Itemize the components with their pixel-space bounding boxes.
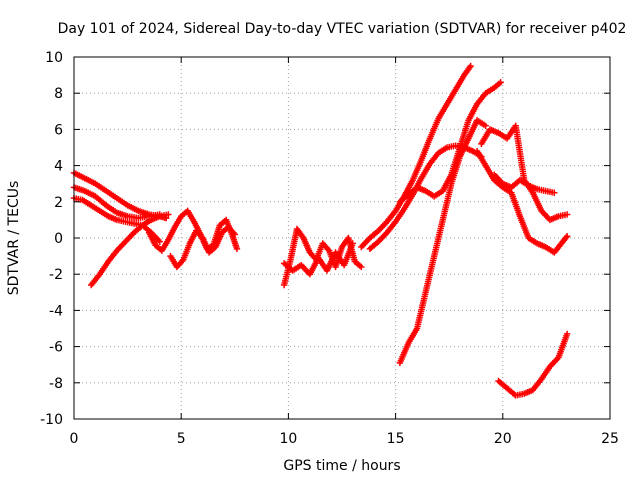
y-tick-label: 6 bbox=[54, 122, 63, 138]
y-tick-label: 10 bbox=[45, 50, 63, 66]
data-point-plus bbox=[562, 234, 570, 241]
x-tick-labels: 0 5 10 15 20 25 bbox=[70, 431, 619, 447]
y-tick-labels: -10 -8 -6 -4 -2 0 2 4 6 8 10 bbox=[40, 50, 63, 428]
y-tick-label: 8 bbox=[54, 86, 63, 102]
x-tick-label: 15 bbox=[387, 431, 405, 447]
data-point-plus bbox=[551, 189, 558, 196]
y-tick-label: -6 bbox=[49, 340, 63, 356]
y-tick-label: 4 bbox=[54, 159, 63, 175]
x-tick-label: 25 bbox=[601, 431, 619, 447]
y-axis-label: SDTVAR / TECUs bbox=[6, 181, 22, 296]
x-tick-label: 0 bbox=[70, 431, 79, 447]
tick-marks bbox=[73, 56, 611, 420]
data-point-plus bbox=[231, 231, 238, 238]
series-layer bbox=[70, 62, 571, 399]
series-track-13 bbox=[473, 147, 571, 256]
series-track-12 bbox=[396, 117, 489, 367]
data-point-plus bbox=[165, 211, 172, 218]
data-point-plus bbox=[482, 122, 489, 129]
x-tick-label: 10 bbox=[279, 431, 297, 447]
series-track-8 bbox=[280, 240, 356, 278]
data-point-plus bbox=[156, 238, 163, 245]
data-point-plus bbox=[563, 330, 571, 338]
y-tick-label: -2 bbox=[49, 267, 63, 283]
x-tick-label: 5 bbox=[177, 431, 186, 447]
grid-lines bbox=[74, 57, 610, 419]
data-point-plus bbox=[497, 79, 504, 86]
data-point-plus bbox=[233, 245, 241, 253]
series-track-10 bbox=[366, 142, 485, 253]
y-tick-label: 0 bbox=[54, 231, 63, 247]
data-point-plus bbox=[563, 211, 571, 218]
series-track-6 bbox=[167, 223, 238, 271]
series-track-16 bbox=[495, 330, 571, 399]
series-track-15 bbox=[491, 171, 558, 196]
data-point-plus bbox=[349, 240, 356, 247]
x-axis-label: GPS time / hours bbox=[283, 458, 400, 474]
y-tick-label: -10 bbox=[40, 412, 63, 428]
x-tick-label: 20 bbox=[494, 431, 512, 447]
y-tick-label: -4 bbox=[49, 303, 63, 319]
series-track-9 bbox=[358, 62, 474, 251]
data-point-plus bbox=[358, 263, 365, 271]
chart-title: Day 101 of 2024, Sidereal Day-to-day VTE… bbox=[58, 21, 627, 37]
data-point-plus bbox=[563, 232, 571, 240]
y-tick-label: -8 bbox=[49, 376, 63, 392]
data-point-plus bbox=[467, 62, 474, 70]
y-tick-label: 2 bbox=[54, 195, 63, 211]
series-track-4 bbox=[87, 211, 172, 289]
series-track-7 bbox=[280, 225, 365, 289]
